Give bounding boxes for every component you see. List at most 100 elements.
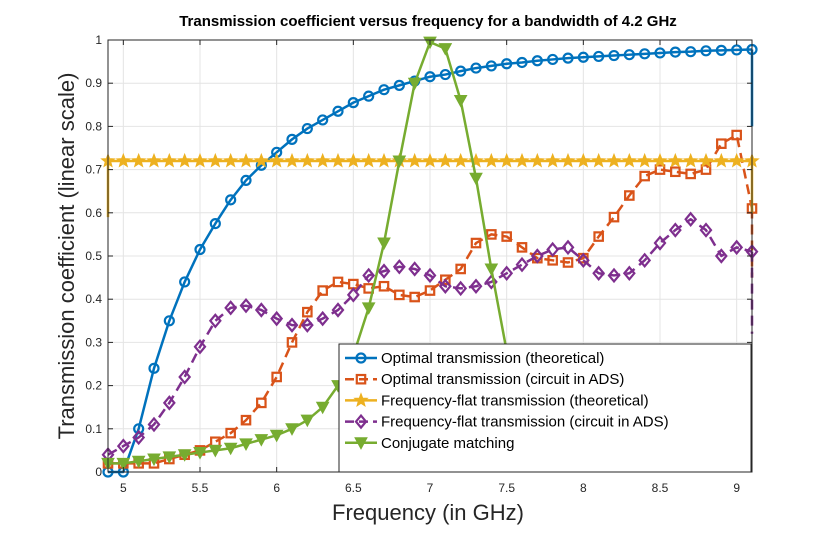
data-point [439, 68, 451, 81]
data-point [469, 278, 483, 294]
data-point [623, 49, 635, 61]
data-point [653, 235, 667, 251]
y-tick-label: 0.3 [85, 335, 102, 349]
data-point [562, 52, 574, 64]
data-point [130, 152, 147, 168]
data-point [209, 218, 221, 230]
data-point [300, 414, 315, 428]
data-point [639, 170, 650, 182]
legend-label: Frequency-flat transmission (theoretical… [381, 392, 649, 409]
data-point [177, 449, 192, 462]
data-point [576, 252, 590, 269]
data-point [682, 152, 699, 168]
data-point [115, 152, 132, 168]
data-point [608, 211, 620, 223]
y-tick-label: 0.4 [85, 292, 102, 306]
series-line [108, 48, 753, 474]
data-point [716, 138, 727, 149]
y-tick-label: 0.6 [85, 206, 102, 220]
data-point [240, 414, 252, 426]
x-tick-label: 8.5 [652, 481, 669, 495]
legend-swatch-marker [353, 392, 369, 407]
x-tick-label: 6.5 [345, 481, 362, 495]
data-point [300, 317, 314, 333]
data-point [192, 152, 208, 168]
data-point [713, 152, 730, 168]
x-tick-label: 5 [120, 481, 127, 495]
data-point [132, 429, 146, 446]
data-point [715, 44, 727, 56]
data-point [302, 306, 313, 318]
data-point [194, 243, 206, 256]
data-point [363, 90, 375, 102]
data-point [161, 152, 178, 168]
x-axis-label: Frequency (in GHz) [332, 500, 524, 525]
data-point [225, 194, 237, 206]
y-tick-label: 0 [95, 465, 102, 479]
data-point [254, 434, 269, 447]
legend-swatch-marker [355, 373, 367, 385]
data-point [378, 84, 390, 96]
data-point [714, 248, 728, 264]
data-point [207, 152, 224, 168]
data-point [685, 168, 696, 180]
data-point [639, 48, 651, 60]
data-point [162, 395, 176, 411]
data-point [668, 222, 682, 238]
data-point [592, 265, 606, 281]
data-point [577, 51, 589, 63]
data-point [636, 152, 653, 168]
data-point [147, 453, 161, 467]
data-point [345, 152, 362, 168]
data-point [176, 152, 193, 168]
data-point [377, 263, 391, 279]
legend-label: Optimal transmission (theoretical) [381, 350, 604, 367]
data-point [667, 152, 684, 168]
data-point [193, 447, 207, 460]
series-line [107, 218, 753, 456]
y-axis-label: Transmission coefficient (linear scale) [54, 73, 79, 440]
data-point [638, 252, 652, 269]
data-point [438, 43, 453, 56]
data-point [514, 152, 530, 168]
data-point [316, 310, 330, 327]
data-point [317, 285, 328, 296]
data-point [286, 337, 298, 348]
data-point [561, 239, 575, 256]
data-point [562, 257, 574, 268]
data-point [486, 229, 497, 240]
data-point [393, 79, 405, 91]
data-point [225, 427, 236, 439]
data-point [684, 211, 698, 227]
data-point [453, 94, 468, 108]
data-point [515, 256, 529, 273]
data-point [178, 369, 192, 385]
y-tick-label: 0.8 [85, 119, 102, 133]
data-point [331, 302, 345, 318]
legend-item-conjugate-matching: Conjugate matching [345, 435, 514, 452]
data-point [624, 190, 635, 201]
legend-item-frequency-flat-transmission-theoretical: Frequency-flat transmission (theoretical… [345, 392, 649, 409]
data-point [546, 241, 560, 258]
data-point [607, 267, 621, 284]
data-point [284, 152, 300, 168]
data-point [484, 263, 499, 277]
data-point [500, 265, 514, 281]
data-point [147, 416, 161, 433]
x-tick-label: 8 [580, 481, 587, 495]
data-point [253, 152, 270, 168]
data-point [547, 53, 559, 66]
legend: Optimal transmission (theoretical) Optima… [338, 343, 752, 473]
data-point [315, 401, 330, 415]
data-point [193, 339, 207, 355]
data-point [622, 265, 636, 281]
data-point [162, 451, 177, 464]
data-point [484, 274, 498, 290]
data-point [700, 164, 712, 175]
data-point [593, 231, 604, 242]
data-point [286, 133, 298, 145]
legend-item-optimal-transmission-circuit-in-ads: Optimal transmission (circuit in ADS) [345, 371, 624, 388]
data-point [163, 315, 175, 327]
data-point [224, 300, 238, 316]
